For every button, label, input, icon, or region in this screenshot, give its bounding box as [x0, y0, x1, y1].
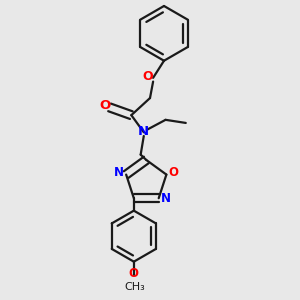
Text: CH₃: CH₃	[124, 282, 145, 292]
Text: N: N	[114, 166, 124, 179]
Text: N: N	[160, 192, 170, 205]
Text: O: O	[129, 267, 139, 280]
Text: N: N	[138, 125, 149, 138]
Text: O: O	[99, 99, 110, 112]
Text: O: O	[168, 166, 178, 179]
Text: O: O	[142, 70, 153, 83]
